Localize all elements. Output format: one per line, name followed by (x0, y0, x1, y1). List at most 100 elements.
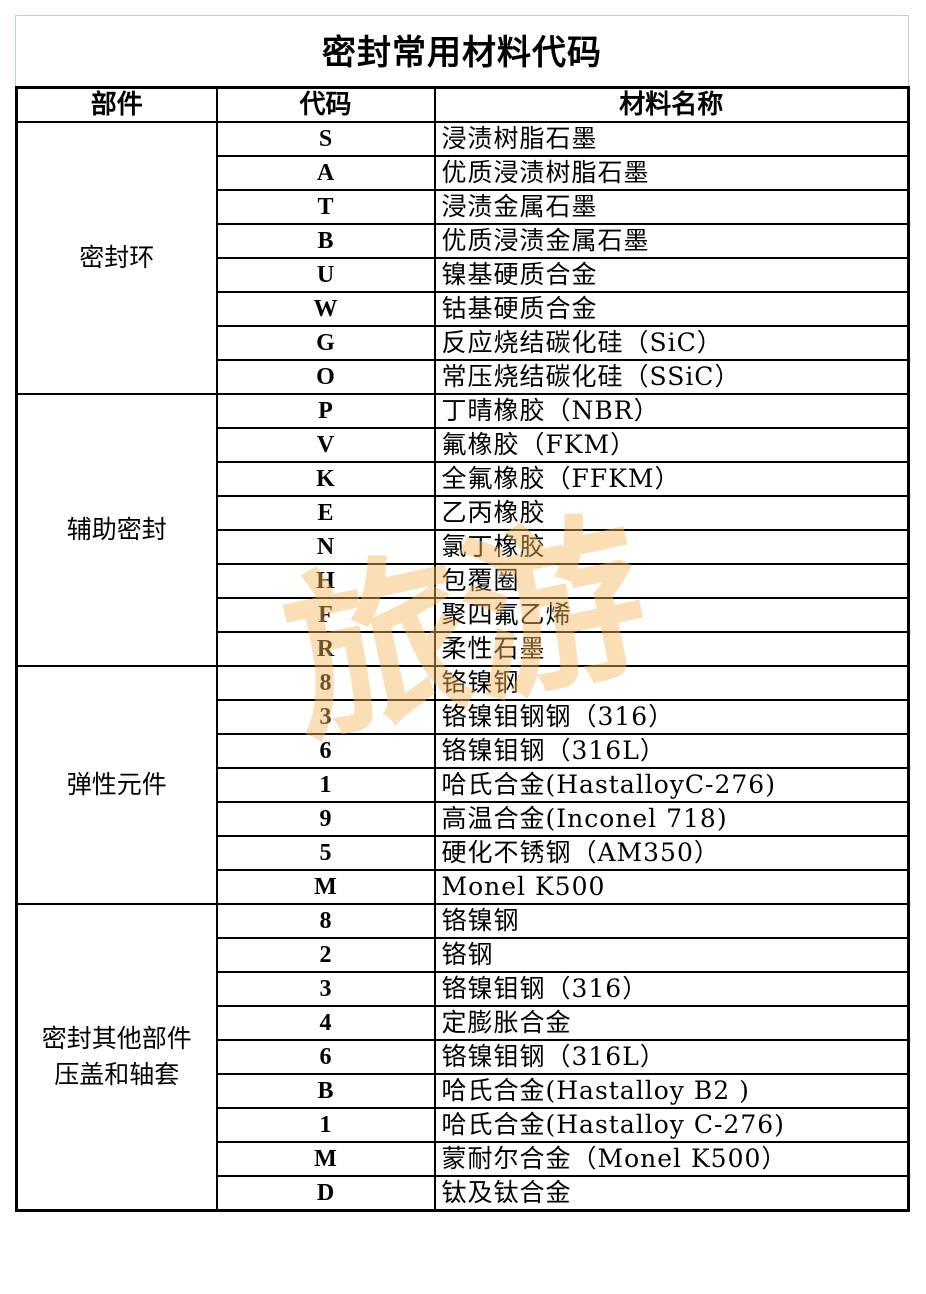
material-name-cell: 定膨胀合金 (433, 1005, 910, 1041)
material-name-cell: 铬镍钢 (433, 903, 910, 939)
material-name-cell: 硬化不锈钢（AM350） (433, 835, 910, 871)
code-cell: D (215, 1175, 436, 1212)
code-cell: P (215, 393, 436, 429)
code-cell: 5 (215, 835, 436, 871)
table-row: 1 哈氏合金(HastalloyC-276) (17, 767, 910, 803)
table-row: B 哈氏合金(Hastalloy B2 ) (17, 1073, 910, 1109)
material-name-cell: 聚四氟乙烯 (433, 597, 910, 633)
material-name-cell: 铬镍钼钢钢（316） (433, 699, 910, 735)
code-cell: 8 (215, 903, 436, 939)
code-cell: R (215, 631, 436, 667)
code-cell: 4 (215, 1005, 436, 1041)
part-cell: 密封其他部件 压盖和轴套 (15, 903, 218, 1212)
table-row: 密封其他部件 压盖和轴套 8 铬镍钢 (15, 903, 910, 1212)
table-row: 3 铬镍钼钢（316） (17, 971, 910, 1007)
part-cell: 弹性元件 (15, 665, 218, 905)
material-name-cell: 哈氏合金(Hastalloy B2 ) (433, 1073, 910, 1109)
table-row: 辅助密封 P 丁晴橡胶（NBR） (15, 393, 910, 667)
code-cell: T (215, 189, 436, 225)
material-name-cell: 浸渍金属石墨 (433, 189, 910, 225)
code-cell: F (215, 597, 436, 633)
material-name-cell: 哈氏合金(Hastalloy C-276) (433, 1107, 910, 1143)
code-cell: K (215, 461, 436, 497)
code-cell: M (215, 1141, 436, 1177)
table-row: T 浸渍金属石墨 (17, 189, 910, 225)
material-name-cell: 反应烧结碳化硅（SiC） (433, 325, 910, 361)
code-cell: W (215, 291, 436, 327)
table-row: 弹性元件 8 铬镍钢 (15, 665, 910, 905)
code-cell: 1 (215, 1107, 436, 1143)
table-row: O 常压烧结碳化硅（SSiC） (17, 359, 910, 395)
code-cell: 3 (215, 699, 436, 735)
table-row: 3 铬镍钼钢钢（316） (17, 699, 910, 735)
code-cell: 1 (215, 767, 436, 803)
material-name-cell: 氯丁橡胶 (433, 529, 910, 565)
table-row: E 乙丙橡胶 (17, 495, 910, 531)
material-name-cell: 铬镍钼钢（316L） (433, 733, 910, 769)
material-name-cell: 铬钢 (433, 937, 910, 973)
code-cell: U (215, 257, 436, 293)
material-name-cell: 蒙耐尔合金（Monel K500） (433, 1141, 910, 1177)
header-name: 材料名称 (433, 86, 910, 123)
table-row: 9 高温合金(Inconel 718) (17, 801, 910, 837)
part-cell: 辅助密封 (15, 393, 218, 667)
code-cell: S (215, 121, 436, 157)
table-row: M 蒙耐尔合金（Monel K500） (17, 1141, 910, 1177)
table-row: G 反应烧结碳化硅（SiC） (17, 325, 910, 361)
table-row: B 优质浸渍金属石墨 (17, 223, 910, 259)
part-label: 密封其他部件 (41, 1024, 192, 1053)
table-row: 4 定膨胀合金 (17, 1005, 910, 1041)
material-name-cell: 包覆圈 (433, 563, 910, 599)
code-cell: 6 (215, 733, 436, 769)
header-code: 代码 (215, 86, 436, 123)
table-row: F 聚四氟乙烯 (17, 597, 910, 633)
code-cell: M (215, 869, 436, 905)
material-name-cell: 镍基硬质合金 (433, 257, 910, 293)
code-cell: G (215, 325, 436, 361)
code-cell: 2 (215, 937, 436, 973)
table-body: 密封环 S 浸渍树脂石墨 A 优质浸渍树脂石墨 T 浸渍金属石墨 B 优质浸渍金属石墨 U 镍基硬质… (15, 121, 910, 1212)
code-cell: A (215, 155, 436, 191)
material-name-cell: 优质浸渍金属石墨 (433, 223, 910, 259)
table-row: M Monel K500 (17, 869, 910, 905)
material-name-cell: 柔性石墨 (433, 631, 910, 667)
materials-table: 部件 代码 材料名称 密封环 S 浸渍树脂石墨 A 优质浸渍树脂石墨 T 浸渍金属石墨 B 优质… (15, 86, 910, 1212)
material-name-cell: 乙丙橡胶 (433, 495, 910, 531)
code-cell: 9 (215, 801, 436, 837)
material-name-cell: 常压烧结碳化硅（SSiC） (433, 359, 910, 395)
material-name-cell: 铬镍钼钢（316L） (433, 1039, 910, 1075)
material-name-cell: 丁晴橡胶（NBR） (433, 393, 910, 429)
part-label: 弹性元件 (66, 770, 167, 799)
code-cell: 3 (215, 971, 436, 1007)
table-row: U 镍基硬质合金 (17, 257, 910, 293)
code-cell: 8 (215, 665, 436, 701)
material-name-cell: 高温合金(Inconel 718) (433, 801, 910, 837)
table-row: W 钴基硬质合金 (17, 291, 910, 327)
table-row: H 包覆圈 (17, 563, 910, 599)
table-row: K 全氟橡胶（FFKM） (17, 461, 910, 497)
table-header-row: 部件 代码 材料名称 (15, 86, 910, 123)
material-name-cell: 全氟橡胶（FFKM） (433, 461, 910, 497)
table-row: N 氯丁橡胶 (17, 529, 910, 565)
part-label: 压盖和轴套 (54, 1060, 180, 1089)
table-row: A 优质浸渍树脂石墨 (17, 155, 910, 191)
table-row: V 氟橡胶（FKM） (17, 427, 910, 463)
material-name-cell: 铬镍钢 (433, 665, 910, 701)
part-label: 密封环 (79, 243, 155, 272)
part-cell: 密封环 (15, 121, 218, 395)
table-row: 5 硬化不锈钢（AM350） (17, 835, 910, 871)
code-cell: N (215, 529, 436, 565)
table-row: 6 铬镍钼钢（316L） (17, 733, 910, 769)
table-row: 1 哈氏合金(Hastalloy C-276) (17, 1107, 910, 1143)
code-cell: V (215, 427, 436, 463)
table-row: 密封环 S 浸渍树脂石墨 (15, 121, 910, 395)
material-name-cell: Monel K500 (433, 869, 910, 905)
table-row: D 钛及钛合金 (17, 1175, 910, 1212)
table-row: 2 铬钢 (17, 937, 910, 973)
material-name-cell: 浸渍树脂石墨 (433, 121, 910, 157)
table-row: R 柔性石墨 (17, 631, 910, 667)
material-name-cell: 钴基硬质合金 (433, 291, 910, 327)
material-name-cell: 优质浸渍树脂石墨 (433, 155, 910, 191)
code-cell: H (215, 563, 436, 599)
table-row: 6 铬镍钼钢（316L） (17, 1039, 910, 1075)
